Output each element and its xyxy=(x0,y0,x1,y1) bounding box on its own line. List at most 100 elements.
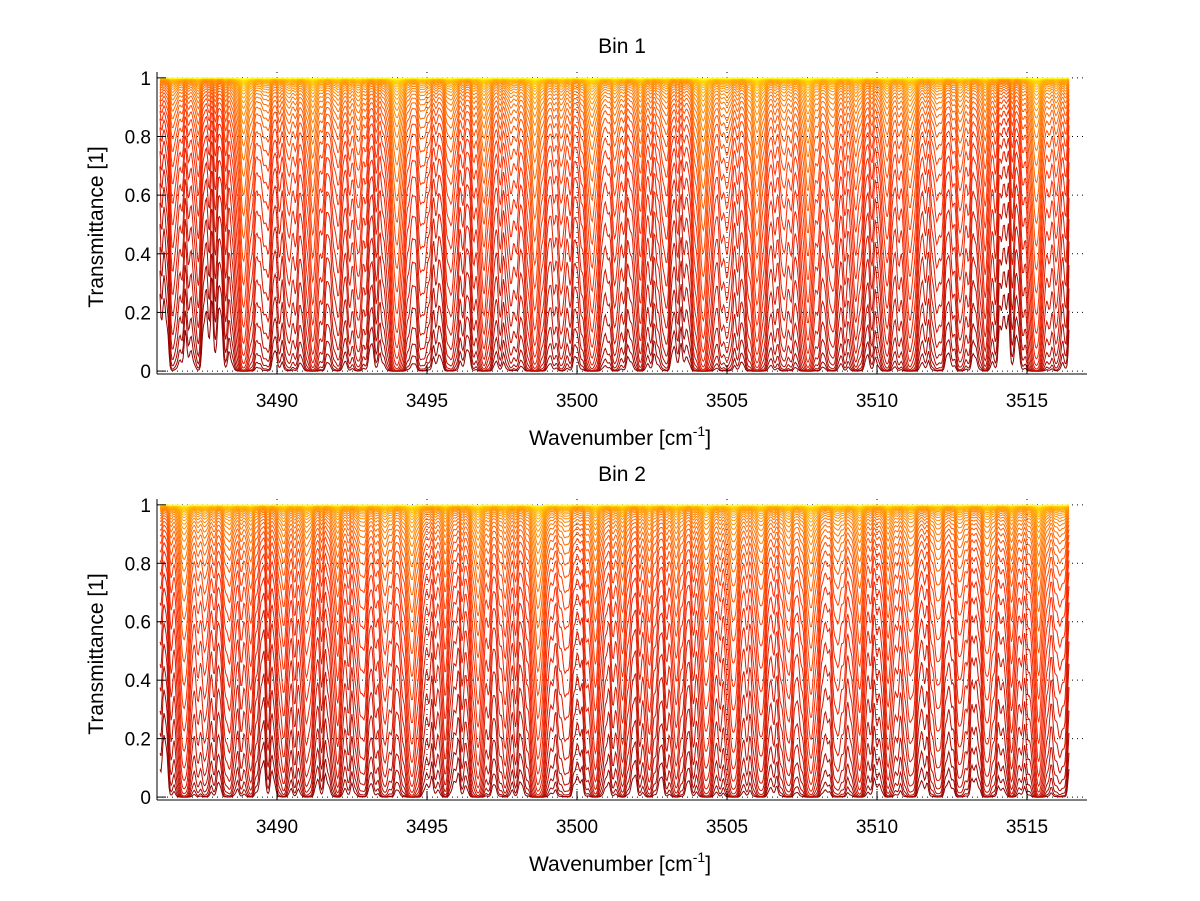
transmittance-curve xyxy=(159,622,1070,798)
y-tick-label: 0 xyxy=(140,362,151,383)
x-tick-labels: 3490 3495 3500 3505 3510 3515 xyxy=(256,817,1048,838)
y-tick-label: 0.6 xyxy=(125,186,151,207)
y-tick-label: 1 xyxy=(140,69,151,90)
y-tick-label: 0.4 xyxy=(125,671,152,692)
transmittance-curve xyxy=(159,91,1070,254)
curves xyxy=(159,77,1070,372)
x-tick-label: 3495 xyxy=(406,391,448,412)
transmittance-curve xyxy=(159,86,1070,210)
x-axis-label-suffix: ] xyxy=(705,427,711,450)
x-axis-label-superscript: -1 xyxy=(693,423,706,439)
x-tick-label: 3505 xyxy=(706,391,748,412)
transmittance-curve xyxy=(159,712,1070,798)
transmittance-curve xyxy=(159,78,1070,98)
plot-title: Bin 1 xyxy=(598,35,646,58)
transmittance-curve xyxy=(159,512,1070,610)
transmittance-curve xyxy=(159,79,1070,108)
x-tick-label: 3510 xyxy=(856,817,898,838)
y-tick-label: 0.2 xyxy=(125,303,151,324)
transmittance-curve xyxy=(159,508,1070,566)
transmittance-curve xyxy=(159,83,1070,172)
x-axis-label-suffix: ] xyxy=(705,853,711,876)
transmittance-curve xyxy=(159,118,1070,354)
transmittance-curve xyxy=(159,79,1070,122)
transmittance-curve xyxy=(159,138,1070,368)
axes xyxy=(156,72,1087,375)
transmittance-curve xyxy=(159,666,1070,798)
y-tick-label: 0.8 xyxy=(125,554,151,575)
transmittance-curve xyxy=(159,78,1070,94)
y-axis-label: Transmittance [1] xyxy=(85,146,108,307)
x-tick-label: 3515 xyxy=(1006,817,1048,838)
y-tick-label: 0.6 xyxy=(125,613,151,634)
x-tick-label: 3510 xyxy=(856,391,898,412)
transmittance-curve xyxy=(159,509,1070,578)
x-tick-label: 3515 xyxy=(1006,391,1048,412)
x-tick-label: 3495 xyxy=(406,817,448,838)
y-tick-label: 1 xyxy=(140,496,151,517)
transmittance-curve xyxy=(159,507,1070,555)
y-tick-label: 0 xyxy=(140,788,151,809)
transmittance-curve xyxy=(159,110,1070,340)
y-tick-label: 0.8 xyxy=(125,128,151,149)
y-axis-label: Transmittance [1] xyxy=(85,573,108,734)
transmittance-curve xyxy=(159,524,1070,697)
transmittance-curve xyxy=(159,520,1070,674)
x-tick-label: 3505 xyxy=(706,817,748,838)
transmittance-curve xyxy=(159,528,1070,720)
x-tick-label: 3500 xyxy=(556,817,598,838)
curves xyxy=(159,504,1070,798)
x-tick-labels: 3490 3495 3500 3505 3510 3515 xyxy=(256,391,1048,412)
transmittance-curve xyxy=(159,104,1070,323)
y-tick-label: 0.4 xyxy=(125,245,152,266)
transmittance-curve xyxy=(159,202,1070,372)
transmittance-curve xyxy=(159,85,1070,190)
x-axis-label-superscript: -1 xyxy=(693,849,706,865)
transmittance-curve xyxy=(159,166,1070,372)
transmittance-curve xyxy=(159,643,1070,798)
transmittance-curve xyxy=(159,80,1070,132)
y-tick-label: 0.2 xyxy=(125,730,151,751)
axes xyxy=(156,499,1087,801)
x-tick-label: 3490 xyxy=(256,391,298,412)
transmittance-curve xyxy=(160,77,1070,80)
transmittance-curve xyxy=(159,99,1070,302)
transmittance-curve xyxy=(160,504,1069,507)
transmittance-curve xyxy=(159,689,1070,798)
transmittance-curve xyxy=(159,534,1070,742)
y-tick-labels: 0 0.2 0.4 0.6 0.8 1 xyxy=(125,496,152,809)
transmittance-curve xyxy=(159,559,1070,786)
transmittance-curve xyxy=(159,224,1070,372)
transmittance-curve xyxy=(159,571,1070,792)
transmittance-curve xyxy=(159,515,1070,630)
subplot-bin-1: Bin 1 3490 3495 3500 3505 3510 3515 0 0.2 0.4 0.… xyxy=(85,35,1087,450)
transmittance-curve xyxy=(159,78,1070,102)
transmittance-curve xyxy=(159,81,1070,143)
transmittance-curve xyxy=(159,78,1070,91)
transmittance-curve xyxy=(159,505,1070,527)
x-axis-label: Wavenumber [cm-1] xyxy=(529,849,711,876)
transmittance-curve xyxy=(159,507,1070,546)
transmittance-curve xyxy=(159,604,1070,797)
x-axis-label: Wavenumber [cm-1] xyxy=(529,423,711,450)
x-tick-label: 3500 xyxy=(556,391,598,412)
transmittance-curve xyxy=(159,541,1070,761)
subplot-bin-2: Bin 2 3490 3495 3500 3505 3510 3515 0 0.2 0.4 0.… xyxy=(85,463,1087,876)
transmittance-curve xyxy=(159,82,1070,157)
transmittance-curve xyxy=(159,506,1070,532)
transmittance-curve xyxy=(159,127,1070,363)
transmittance-curve xyxy=(159,151,1070,371)
x-axis-label-main: Wavenumber [cm xyxy=(529,853,693,876)
transmittance-curve xyxy=(159,511,1070,593)
plot-title: Bin 2 xyxy=(598,463,646,486)
x-axis-label-main: Wavenumber [cm xyxy=(529,427,693,450)
transmittance-curve xyxy=(159,79,1070,114)
transmittance-curve xyxy=(159,183,1070,372)
y-tick-labels: 0 0.2 0.4 0.6 0.8 1 xyxy=(125,69,152,383)
x-tick-label: 3490 xyxy=(256,817,298,838)
transmittance-curve xyxy=(159,89,1070,233)
transmittance-curve xyxy=(159,95,1070,277)
transmittance-curve xyxy=(159,734,1070,798)
transmittance-curve xyxy=(159,506,1070,539)
